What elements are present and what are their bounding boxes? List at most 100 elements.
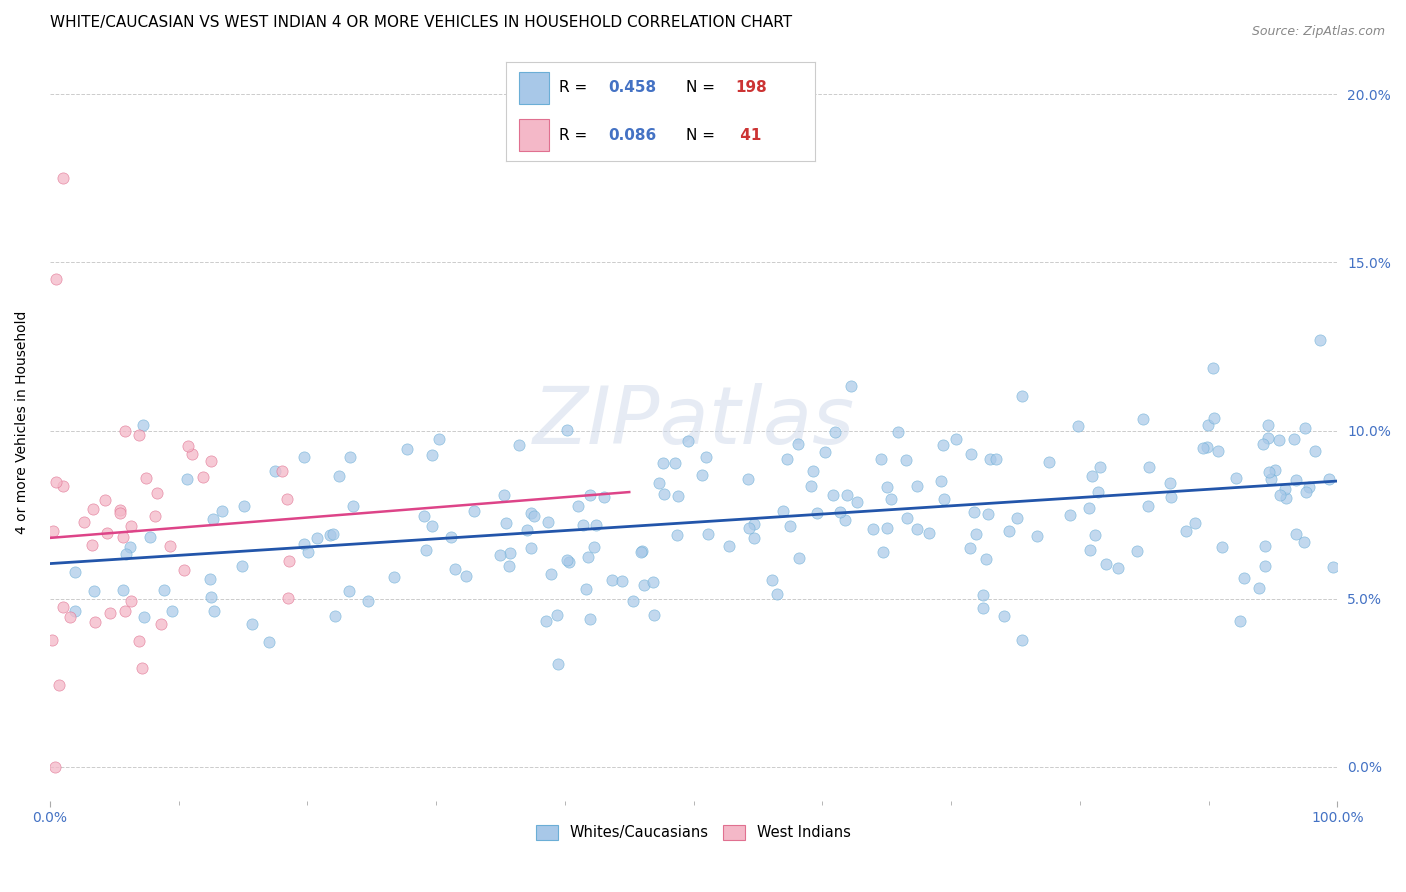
Point [160, 604, 183, 618]
Point [233, 499, 256, 513]
Point [974, 551, 997, 566]
Point [139, 530, 162, 544]
Point [342, 499, 364, 513]
Point [98, 606, 121, 620]
Point [520, 507, 543, 521]
Point [1202, 361, 1225, 376]
Point [339, 450, 361, 465]
Point [839, 379, 862, 393]
Point [1211, 540, 1233, 554]
Point [128, 633, 150, 648]
Point [540, 567, 562, 582]
Point [202, 604, 225, 618]
Point [870, 452, 893, 467]
Point [534, 615, 557, 629]
Point [111, 530, 134, 544]
Point [879, 492, 901, 507]
Point [277, 554, 299, 568]
Point [52, 479, 75, 493]
Point [697, 526, 720, 541]
Point [145, 486, 167, 500]
Point [240, 617, 263, 632]
Point [1184, 516, 1206, 530]
Point [876, 521, 898, 535]
Point [1294, 421, 1316, 435]
Point [264, 464, 287, 478]
FancyBboxPatch shape [519, 72, 550, 103]
Point [1107, 561, 1129, 575]
Point [1295, 485, 1317, 500]
Point [292, 450, 315, 464]
Point [876, 480, 898, 494]
Point [1011, 633, 1033, 648]
Point [323, 608, 346, 623]
Text: Source: ZipAtlas.com: Source: ZipAtlas.com [1251, 25, 1385, 38]
Point [1067, 419, 1090, 434]
Point [537, 516, 560, 530]
Point [499, 546, 522, 560]
Point [1094, 558, 1116, 572]
Point [1254, 539, 1277, 553]
Point [120, 519, 142, 533]
Point [575, 582, 598, 596]
Point [492, 488, 515, 502]
Point [454, 569, 477, 583]
Point [489, 548, 512, 562]
Point [52, 171, 75, 186]
Point [918, 526, 941, 541]
Point [965, 527, 987, 541]
Point [115, 548, 138, 562]
Point [307, 531, 329, 545]
Point [191, 469, 214, 483]
Point [814, 444, 837, 458]
Point [120, 593, 142, 607]
Point [546, 608, 568, 623]
Point [94, 493, 117, 508]
Point [1298, 480, 1320, 494]
Point [1268, 488, 1291, 502]
Point [787, 437, 810, 451]
Point [440, 530, 463, 544]
Point [1175, 524, 1198, 538]
Point [143, 509, 166, 524]
Point [789, 551, 811, 566]
Point [498, 559, 520, 574]
Point [862, 522, 884, 536]
Point [508, 437, 530, 451]
Point [495, 516, 517, 530]
Text: R =: R = [558, 80, 592, 95]
Text: 41: 41 [735, 128, 762, 143]
Point [651, 456, 673, 470]
Point [1274, 482, 1296, 496]
Point [52, 600, 75, 615]
Point [977, 508, 1000, 522]
Point [271, 464, 294, 478]
Point [738, 521, 761, 535]
Point [181, 447, 204, 461]
Point [59, 610, 82, 624]
Point [420, 518, 443, 533]
Point [896, 452, 918, 467]
Point [555, 553, 578, 567]
Point [690, 468, 713, 483]
Point [1087, 484, 1109, 499]
Point [131, 661, 153, 675]
Point [44, 760, 66, 774]
Point [665, 528, 688, 542]
Point [200, 590, 222, 604]
Point [547, 657, 569, 672]
Point [593, 490, 616, 504]
Point [1078, 542, 1101, 557]
Point [1125, 544, 1147, 558]
Point [41, 632, 63, 647]
Point [1233, 571, 1256, 585]
Point [1251, 437, 1274, 451]
Point [132, 418, 155, 433]
Point [666, 489, 689, 503]
Point [382, 570, 405, 584]
Point [200, 454, 222, 468]
Point [633, 578, 655, 592]
Point [1038, 455, 1060, 469]
Point [905, 479, 928, 493]
Text: 0.086: 0.086 [609, 128, 657, 143]
